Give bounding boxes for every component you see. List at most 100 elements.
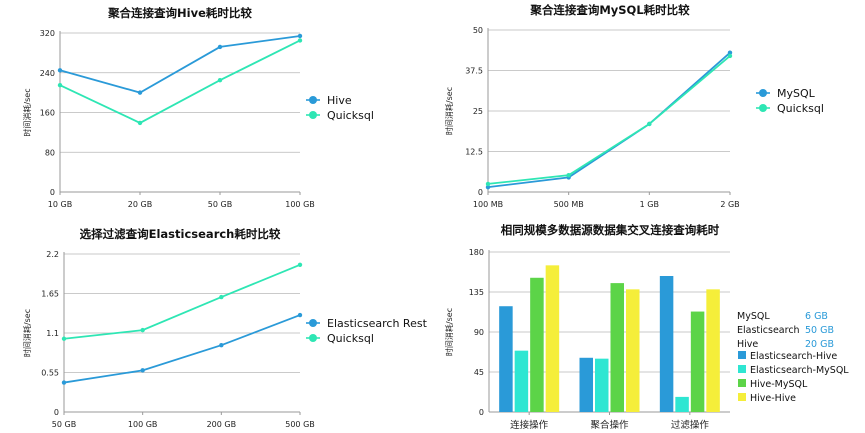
data-point [61, 380, 67, 385]
bar [706, 289, 720, 412]
series-line-1 [59, 39, 301, 124]
y-axis-label: 时间消耗/sec [444, 87, 454, 135]
data-point [57, 82, 63, 88]
y-tick-label: 50 [473, 26, 483, 35]
bar [626, 289, 640, 412]
data-point [219, 343, 224, 348]
y-tick-label: 320 [40, 29, 55, 38]
data-point [485, 181, 491, 187]
info-label: Hive [737, 339, 758, 350]
legend-label: Hive-MySQL [750, 379, 808, 390]
bar [595, 358, 609, 412]
x-tick-label: 1 GB [640, 200, 659, 209]
info-label: Elasticsearch [737, 325, 800, 336]
legend-label: Quicksql [777, 102, 824, 115]
x-tick-label: 50 GB [208, 200, 232, 209]
x-tick-label: 50 GB [52, 420, 76, 429]
y-tick-label: 45 [474, 368, 484, 377]
series-line-1 [63, 263, 301, 340]
x-tick-label: 聚合操作 [590, 419, 629, 431]
data-point [297, 38, 303, 43]
chart-c2: 聚合连接查询MySQL耗时比较 0 12.5 25 37.5 50 100 MB 500 MB… [444, 3, 824, 209]
bar [690, 311, 705, 412]
info-value: 6 GB [805, 311, 828, 322]
legend-marker [759, 89, 767, 97]
data-point [297, 312, 303, 318]
y-tick-label: 2.2 [46, 250, 59, 259]
data-point [566, 172, 571, 178]
legend-marker [309, 319, 317, 327]
data-point [137, 120, 143, 126]
chart-title: 聚合连接查询MySQL耗时比较 [529, 3, 690, 17]
x-tick-label: 100 GB [128, 420, 158, 429]
x-tick-label: 500 MB [554, 200, 584, 209]
x-tick-label: 200 GB [207, 420, 237, 429]
y-axis-label: 时间消耗/sec [444, 308, 454, 356]
data-point [140, 327, 145, 333]
data-point [137, 90, 143, 95]
y-tick-label: 1.65 [41, 290, 59, 299]
legend-swatch [738, 365, 746, 373]
chart-title: 选择过滤查询Elasticsearch耗时比较 [80, 227, 281, 241]
legend-marker [309, 334, 317, 342]
y-tick-label: 0.55 [41, 369, 59, 378]
x-tick-label: 连接操作 [510, 419, 549, 431]
legend-label: Quicksql [327, 332, 374, 345]
y-tick-label: 0 [50, 188, 55, 197]
y-tick-label: 37.5 [465, 67, 483, 76]
data-point [297, 262, 303, 267]
y-tick-label: 90 [474, 328, 484, 337]
legend-label: Elasticsearch-MySQL [750, 365, 849, 376]
bar [514, 350, 529, 412]
legend-swatch [738, 351, 746, 359]
data-point [61, 336, 67, 341]
legend-label: MySQL [777, 87, 816, 100]
x-tick-label: 20 GB [128, 200, 152, 209]
data-point [217, 44, 223, 50]
legend-label: Quicksql [327, 109, 374, 122]
info-value: 50 GB [805, 325, 834, 336]
legend-label: Hive-Hive [750, 393, 796, 404]
bar [579, 357, 593, 412]
data-point [57, 68, 63, 73]
bar [499, 306, 513, 412]
bar [530, 277, 544, 412]
series-line-1 [487, 55, 731, 185]
y-tick-label: 80 [45, 148, 55, 157]
data-point [140, 368, 145, 373]
legend-marker [309, 111, 317, 119]
legend-swatch [738, 393, 746, 401]
data-point [485, 184, 491, 190]
y-tick-label: 180 [469, 248, 484, 257]
x-tick-label: 2 GB [720, 200, 739, 209]
y-tick-label: 25 [473, 107, 483, 116]
data-point [219, 294, 224, 300]
data-point [297, 33, 303, 39]
chart-c3: 选择过滤查询Elasticsearch耗时比较 0 0.55 1.1 1.65 2.2 50… [22, 227, 428, 429]
legend-marker [309, 96, 317, 104]
y-tick-label: 0 [479, 408, 484, 417]
x-tick-label: 100 MB [473, 200, 503, 209]
legend-marker [759, 104, 767, 112]
y-tick-label: 240 [40, 69, 55, 78]
y-tick-label: 1.1 [46, 329, 59, 338]
chart-c1: 聚合连接查询Hive耗时比较 0 80 160 240 320 10 GB 20 GB 50 G… [22, 6, 374, 209]
x-tick-label: 500 GB [285, 420, 315, 429]
y-tick-label: 0 [54, 408, 59, 417]
bar [659, 276, 674, 412]
bar [675, 396, 689, 412]
x-tick-label: 10 GB [48, 200, 72, 209]
legend-label: Hive [327, 94, 352, 107]
chart-c4: 相同规模多数据源数据集交叉连接查询耗时 0 45 90 135 180 连接操作 聚合操作 过滤… [444, 223, 849, 431]
legend-swatch [738, 379, 746, 387]
data-point [647, 121, 652, 127]
y-tick-label: 12.5 [465, 148, 483, 157]
series-line-0 [63, 314, 301, 384]
chart-title: 相同规模多数据源数据集交叉连接查询耗时 [501, 223, 720, 237]
y-axis-label: 时间消耗/sec [22, 88, 32, 136]
data-point [727, 53, 733, 59]
bar [545, 265, 560, 412]
info-label: MySQL [737, 311, 770, 322]
chart-title: 聚合连接查询Hive耗时比较 [107, 6, 252, 20]
y-tick-label: 160 [40, 109, 55, 118]
